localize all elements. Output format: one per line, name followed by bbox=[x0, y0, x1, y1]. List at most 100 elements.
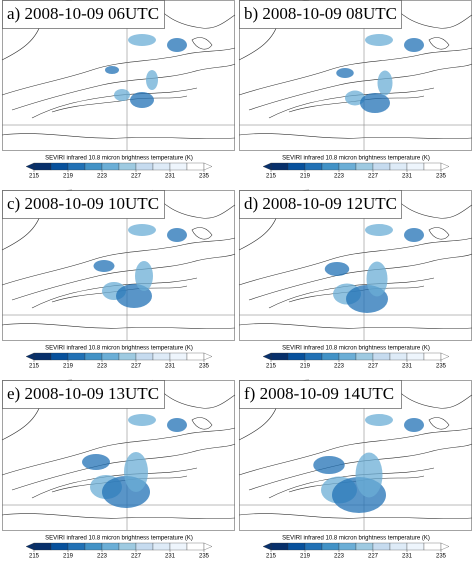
contour bbox=[238, 133, 473, 139]
colorbar-segment bbox=[152, 542, 171, 551]
colorbar-segment bbox=[118, 352, 137, 361]
panel: d) 2008-10-09 12UTC SEVIRI infrared 10.8 … bbox=[238, 189, 473, 370]
colorbar-segment bbox=[338, 162, 357, 171]
colorbar-segment bbox=[406, 352, 425, 361]
colorbar-segment bbox=[135, 542, 154, 551]
cloud bbox=[167, 418, 187, 432]
panel: b) 2008-10-09 08UTC SEVIRI infrared 10.8 … bbox=[238, 0, 473, 180]
contour bbox=[268, 467, 435, 499]
contour bbox=[238, 47, 473, 96]
colorbar-title: SEVIRI infrared 10.8 micron brightness t… bbox=[282, 536, 430, 542]
colorbar-segment bbox=[33, 542, 52, 551]
contour bbox=[428, 227, 450, 240]
colorbar-tick-label: 235 bbox=[199, 364, 210, 370]
cloud bbox=[146, 70, 158, 90]
colorbar-under bbox=[262, 542, 272, 551]
colorbar-tick-label: 227 bbox=[368, 174, 379, 180]
colorbar-tick-label: 223 bbox=[97, 554, 108, 560]
colorbar-segment bbox=[118, 542, 137, 551]
colorbar-over bbox=[440, 162, 450, 171]
colorbar-under bbox=[262, 352, 272, 361]
colorbar-tick-label: 227 bbox=[368, 364, 379, 370]
colorbar-segment bbox=[389, 352, 408, 361]
panel: f) 2008-10-09 14UTC SEVIRI infrared 10.8 … bbox=[238, 379, 473, 560]
colorbar-segment bbox=[372, 542, 391, 551]
colorbar-segment bbox=[67, 352, 86, 361]
colorbar-segment bbox=[84, 542, 103, 551]
colorbar-segment bbox=[101, 162, 120, 171]
colorbar-over bbox=[440, 542, 450, 551]
colorbar-tick-label: 227 bbox=[368, 554, 379, 560]
cloud bbox=[377, 70, 393, 96]
colorbar-segment bbox=[321, 162, 340, 171]
colorbar-segment bbox=[169, 162, 188, 171]
colorbar-tick-label: 219 bbox=[300, 364, 311, 370]
cloud bbox=[135, 261, 153, 291]
colorbar-tick-label: 219 bbox=[300, 554, 311, 560]
colorbar-segment bbox=[389, 162, 408, 171]
colorbar-tick-label: 235 bbox=[199, 554, 210, 560]
cloud bbox=[130, 92, 154, 108]
colorbar-segment bbox=[304, 162, 323, 171]
colorbar-over bbox=[203, 542, 213, 551]
label-box bbox=[239, 190, 402, 219]
cloud bbox=[128, 414, 156, 426]
colorbar-segment bbox=[406, 162, 425, 171]
contour bbox=[1, 323, 236, 329]
colorbar-segment bbox=[355, 352, 374, 361]
cloud bbox=[365, 224, 393, 236]
contour bbox=[1, 133, 236, 139]
colorbar-tick-label: 215 bbox=[29, 554, 40, 560]
cloud bbox=[404, 38, 424, 52]
colorbar-segment bbox=[423, 352, 442, 361]
colorbar-segment bbox=[84, 162, 103, 171]
colorbar-under bbox=[25, 352, 35, 361]
colorbar-segment bbox=[152, 352, 171, 361]
colorbar-segment bbox=[84, 352, 103, 361]
cloud bbox=[404, 418, 424, 432]
colorbar-title: SEVIRI infrared 10.8 micron brightness t… bbox=[45, 536, 193, 542]
colorbar-segment bbox=[50, 162, 69, 171]
colorbar-tick-label: 215 bbox=[29, 174, 40, 180]
contour bbox=[31, 87, 198, 119]
colorbar-segment bbox=[321, 542, 340, 551]
colorbar-segment bbox=[355, 162, 374, 171]
colorbar-tick-label: 227 bbox=[131, 174, 142, 180]
colorbar-tick-label: 223 bbox=[334, 364, 345, 370]
colorbar-segment bbox=[67, 542, 86, 551]
contour bbox=[191, 417, 213, 430]
colorbar-under bbox=[262, 162, 272, 171]
colorbar-segment bbox=[372, 162, 391, 171]
colorbar-tick-label: 223 bbox=[334, 174, 345, 180]
cloud bbox=[114, 89, 130, 101]
colorbar-title: SEVIRI infrared 10.8 micron brightness t… bbox=[282, 156, 430, 162]
colorbar-tick-label: 215 bbox=[266, 174, 277, 180]
contour bbox=[238, 427, 473, 476]
colorbar-segment bbox=[186, 162, 205, 171]
label-box bbox=[239, 380, 402, 409]
colorbar-segment bbox=[287, 352, 306, 361]
panel-label: a) 2008-10-09 06UTC bbox=[7, 4, 159, 23]
colorbar-tick-label: 219 bbox=[300, 174, 311, 180]
contour bbox=[191, 37, 213, 50]
cloud bbox=[345, 90, 365, 106]
colorbar-tick-label: 227 bbox=[131, 554, 142, 560]
colorbar-segment bbox=[101, 352, 120, 361]
colorbar-segment bbox=[321, 352, 340, 361]
contour bbox=[1, 427, 236, 476]
label-box bbox=[239, 0, 402, 29]
colorbar-tick-label: 235 bbox=[436, 554, 447, 560]
colorbar-segment bbox=[270, 352, 289, 361]
cloud bbox=[167, 228, 187, 242]
contour bbox=[1, 513, 236, 519]
cloud bbox=[336, 68, 354, 78]
cloud bbox=[82, 454, 110, 470]
colorbar-over bbox=[203, 352, 213, 361]
colorbar-segment bbox=[152, 162, 171, 171]
colorbar-segment bbox=[50, 352, 69, 361]
colorbar-under bbox=[25, 542, 35, 551]
colorbar-title: SEVIRI infrared 10.8 micron brightness t… bbox=[282, 346, 430, 352]
contour bbox=[428, 37, 450, 50]
